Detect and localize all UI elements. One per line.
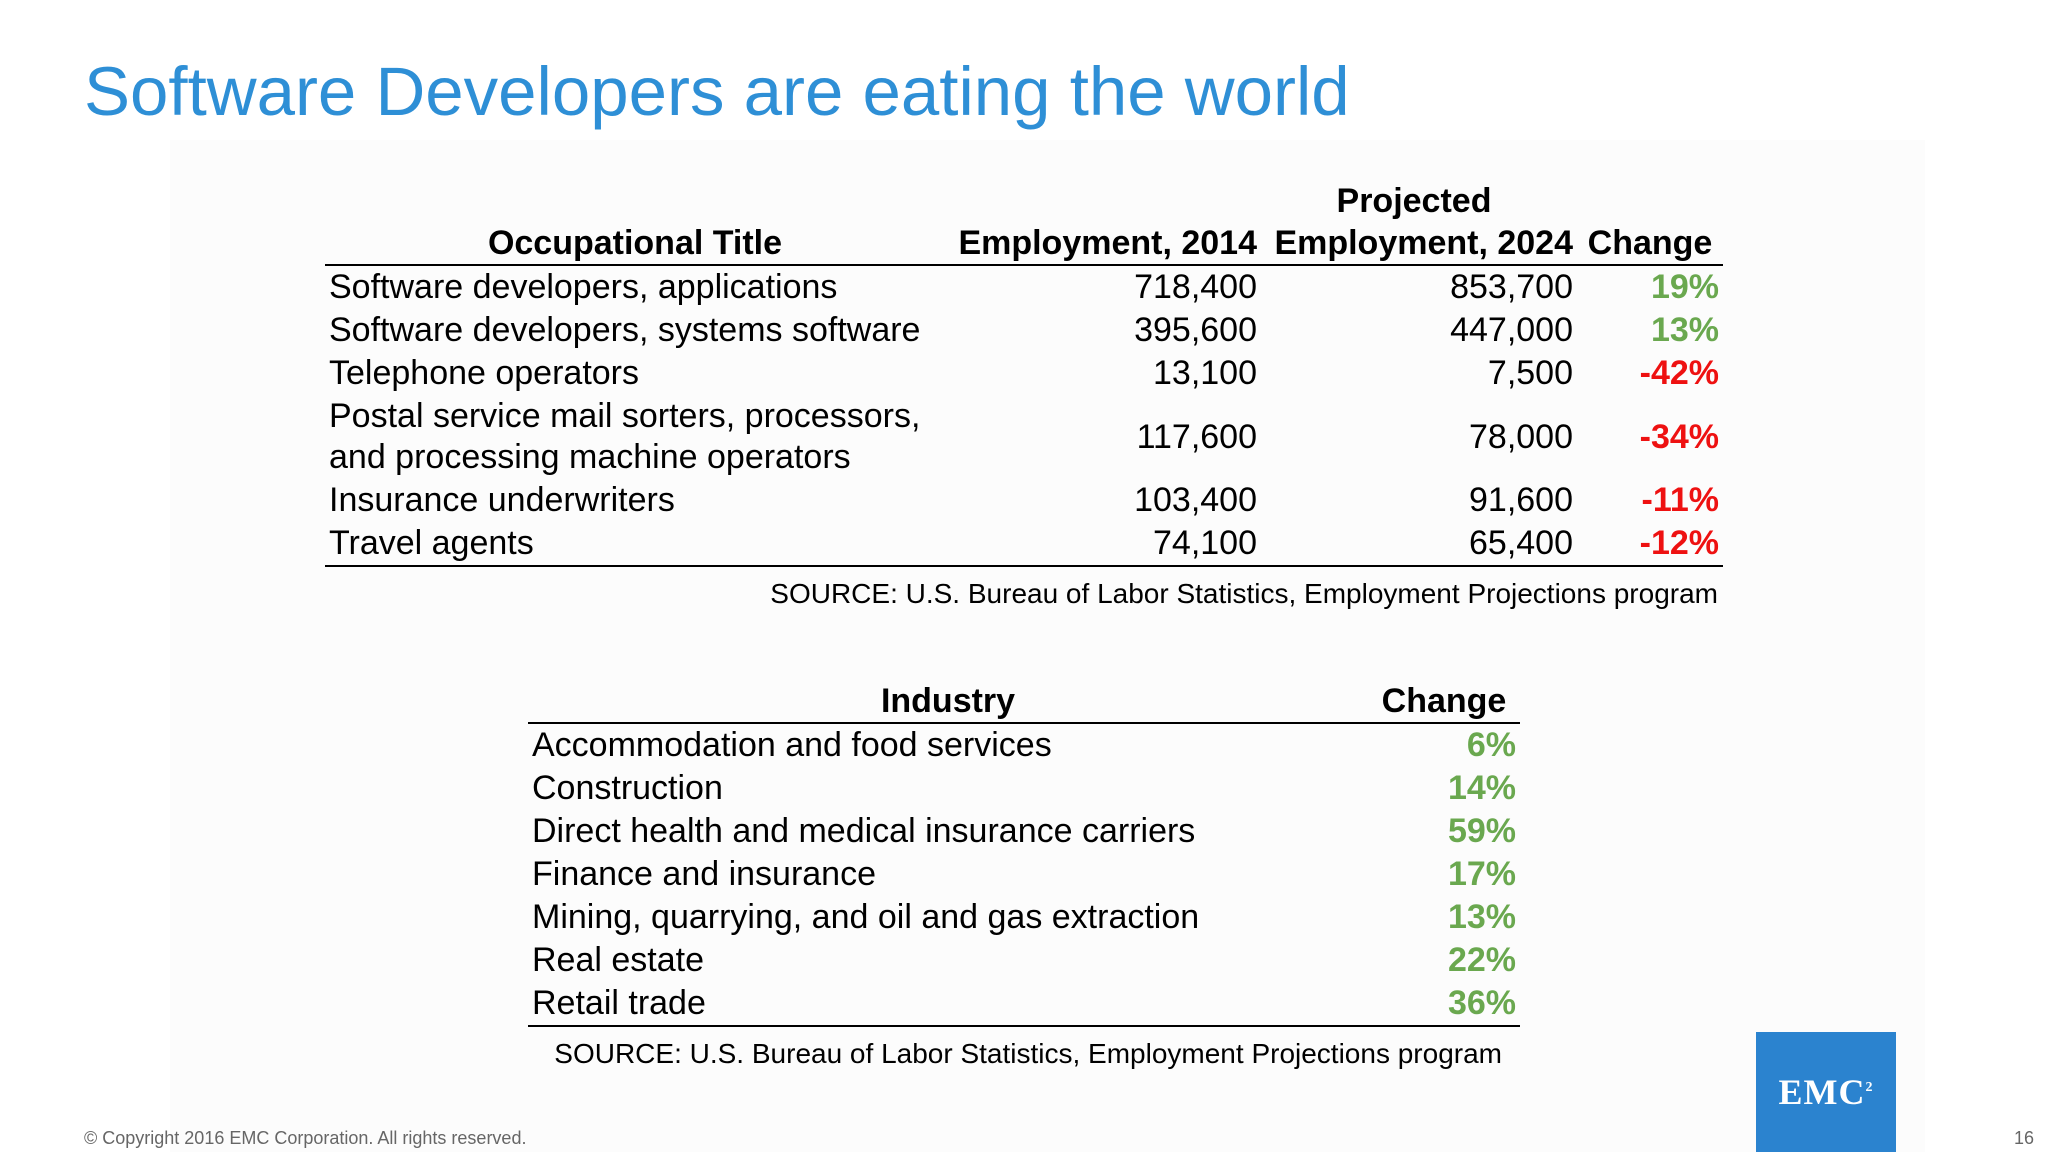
emc-logo-superscript: 2 (1865, 1080, 1874, 1095)
industry-change-value: 22% (1447, 941, 1516, 979)
occupation-title: Telephone operators (329, 354, 640, 392)
occupation-title-line-2: and processing machine operators (329, 438, 851, 476)
industry-name: Construction (532, 769, 723, 807)
industry-change-value: 14% (1447, 769, 1516, 807)
employment-2024-value: 7,500 (1487, 354, 1573, 392)
occupation-table: Occupational Title Employment, 2014 Proj… (325, 180, 1723, 567)
change-value: 13% (1650, 311, 1719, 349)
table-row: Retail trade 36% (528, 982, 1520, 1026)
occupation-title: Insurance underwriters (329, 481, 675, 519)
industry-header: Industry (880, 682, 1016, 720)
occupation-title-line-1: Postal service mail sorters, processors, (329, 397, 921, 435)
change-value: -42% (1639, 354, 1719, 392)
employment-2024-label: Employment, 2024 (1274, 224, 1573, 262)
table-row: Mining, quarrying, and oil and gas extra… (528, 896, 1520, 939)
employment-2024-value: 91,600 (1469, 481, 1573, 519)
industry-change-header: Change (1381, 682, 1507, 720)
industry-name: Retail trade (532, 984, 706, 1022)
occupation-title: Software developers, systems software (329, 311, 921, 349)
change-value: -34% (1639, 417, 1719, 456)
change-value: 19% (1650, 268, 1719, 306)
table-row: Real estate 22% (528, 939, 1520, 982)
employment-2014-value: 117,600 (1136, 417, 1257, 456)
occupation-table-header: Occupational Title Employment, 2014 Proj… (325, 180, 1723, 265)
occupation-title: Software developers, applications (329, 268, 838, 306)
industry-name: Accommodation and food services (532, 726, 1052, 764)
emc-logo-letters: EMC (1778, 1072, 1866, 1112)
occupation-title: Travel agents (329, 524, 534, 562)
table-row: Direct health and medical insurance carr… (528, 810, 1520, 853)
industry-change-value: 17% (1447, 855, 1516, 893)
industry-table-header: Industry Change (528, 680, 1520, 723)
employment-2014-value: 718,400 (1134, 268, 1257, 306)
employment-2024-value: 65,400 (1469, 524, 1573, 562)
emc-logo-text: EMC2 (1779, 1071, 1874, 1113)
occupation-title: Postal service mail sorters, processors,… (325, 395, 945, 479)
table-row: Insurance underwriters 103,400 91,600 -1… (325, 479, 1723, 522)
industry-name: Mining, quarrying, and oil and gas extra… (532, 898, 1200, 936)
emc-logo: EMC2 (1756, 1032, 1896, 1152)
change-value: -11% (1641, 481, 1720, 519)
employment-2024-value: 78,000 (1469, 417, 1573, 456)
industry-change-value: 13% (1447, 898, 1516, 936)
industry-source-note: SOURCE: U.S. Bureau of Labor Statistics,… (554, 1038, 1502, 1069)
slide-title: Software Developers are eating the world (84, 53, 1350, 130)
industry-change-value: 6% (1466, 726, 1516, 764)
table-row: Software developers, applications 718,40… (325, 265, 1723, 309)
projected-label: Projected (1336, 182, 1492, 220)
industry-name: Direct health and medical insurance carr… (532, 812, 1196, 850)
industry-table: Industry Change Accommodation and food s… (528, 680, 1520, 1027)
employment-2014-value: 103,400 (1134, 481, 1257, 519)
table-row: Construction 14% (528, 767, 1520, 810)
employment-2014-value: 74,100 (1153, 524, 1257, 562)
industry-name: Finance and insurance (532, 855, 877, 893)
occupation-source-note: SOURCE: U.S. Bureau of Labor Statistics,… (770, 578, 1718, 609)
table-row: Postal service mail sorters, processors,… (325, 395, 1723, 479)
employment-2014-header: Employment, 2014 (958, 224, 1257, 262)
page-number: 16 (2013, 1128, 2034, 1148)
table-row: Software developers, systems software 39… (325, 309, 1723, 352)
industry-change-value: 36% (1447, 984, 1516, 1022)
change-header: Change (1587, 224, 1713, 262)
copyright-notice: © Copyright 2016 EMC Corporation. All ri… (84, 1128, 527, 1148)
employment-2024-value: 447,000 (1450, 311, 1573, 349)
employment-2024-value: 853,700 (1450, 268, 1573, 306)
employment-2014-value: 395,600 (1134, 311, 1257, 349)
industry-change-value: 59% (1447, 812, 1516, 850)
content-panel (170, 140, 1925, 1152)
industry-name: Real estate (532, 941, 704, 979)
change-value: -12% (1639, 524, 1719, 562)
table-row: Telephone operators 13,100 7,500 -42% (325, 352, 1723, 395)
employment-2024-header: Projected Employment, 2024 (1261, 180, 1577, 265)
employment-2014-value: 13,100 (1153, 354, 1257, 392)
table-row: Finance and insurance 17% (528, 853, 1520, 896)
table-row: Travel agents 74,100 65,400 -12% (325, 522, 1723, 566)
occupational-title-header: Occupational Title (487, 224, 783, 262)
table-row: Accommodation and food services 6% (528, 723, 1520, 767)
